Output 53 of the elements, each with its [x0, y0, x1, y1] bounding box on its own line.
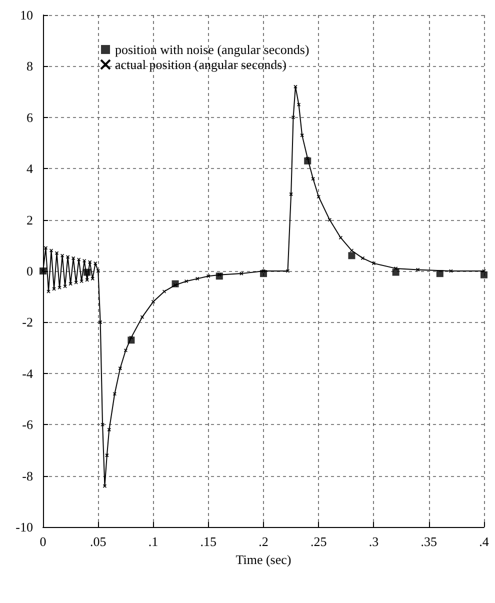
point — [184, 279, 188, 284]
point — [100, 422, 104, 426]
point — [107, 428, 112, 432]
point — [218, 272, 222, 277]
point — [74, 280, 78, 284]
point — [93, 261, 98, 266]
y-tick-label: 8 — [26, 58, 33, 74]
x-tick-label: .25 — [310, 534, 327, 549]
x-tick-label: .1 — [148, 534, 158, 549]
point — [118, 366, 122, 370]
y-tick-label: 6 — [26, 110, 34, 125]
point — [328, 218, 332, 222]
y-tick-label: -8 — [22, 468, 33, 484]
y-tick-label: -2 — [22, 314, 33, 330]
point — [98, 320, 102, 324]
legend-label: actual position (angular seconds) — [115, 57, 286, 72]
point — [480, 271, 488, 278]
point — [306, 156, 310, 160]
x-tick-label: .35 — [420, 534, 437, 549]
y-tick-label: 0 — [26, 264, 33, 278]
point — [372, 261, 376, 266]
point — [416, 268, 420, 272]
point — [195, 276, 200, 281]
point — [240, 272, 244, 276]
x-tick-label: .05 — [90, 534, 106, 549]
point — [124, 348, 128, 352]
point — [338, 236, 343, 240]
y-tick-label: 2 — [26, 212, 33, 228]
x-tick-label: .3 — [368, 534, 379, 549]
x-tick-label: .2 — [258, 534, 268, 549]
x-tick-label: .15 — [200, 534, 216, 549]
point — [71, 256, 76, 260]
x-axis-title: Time (sec) — [236, 552, 292, 567]
point — [151, 300, 156, 304]
point — [85, 278, 89, 282]
point — [360, 256, 365, 260]
point — [262, 269, 266, 273]
point — [348, 252, 356, 260]
y-tick-label: -6 — [22, 417, 34, 432]
point — [206, 274, 210, 278]
point — [392, 268, 400, 276]
point — [90, 276, 95, 281]
point — [52, 287, 56, 291]
x-tick-label: .4 — [479, 534, 490, 549]
point — [311, 176, 316, 181]
x-tick-label: 0 — [40, 534, 46, 549]
y-tick-label: 10 — [20, 8, 33, 22]
y-tick-label: -4 — [22, 366, 34, 381]
point — [112, 392, 117, 396]
legend-label: position with noise (angular seconds) — [115, 42, 310, 57]
point — [46, 290, 50, 294]
y-tick-label: -10 — [16, 520, 33, 534]
y-tick-label: 4 — [26, 161, 34, 176]
